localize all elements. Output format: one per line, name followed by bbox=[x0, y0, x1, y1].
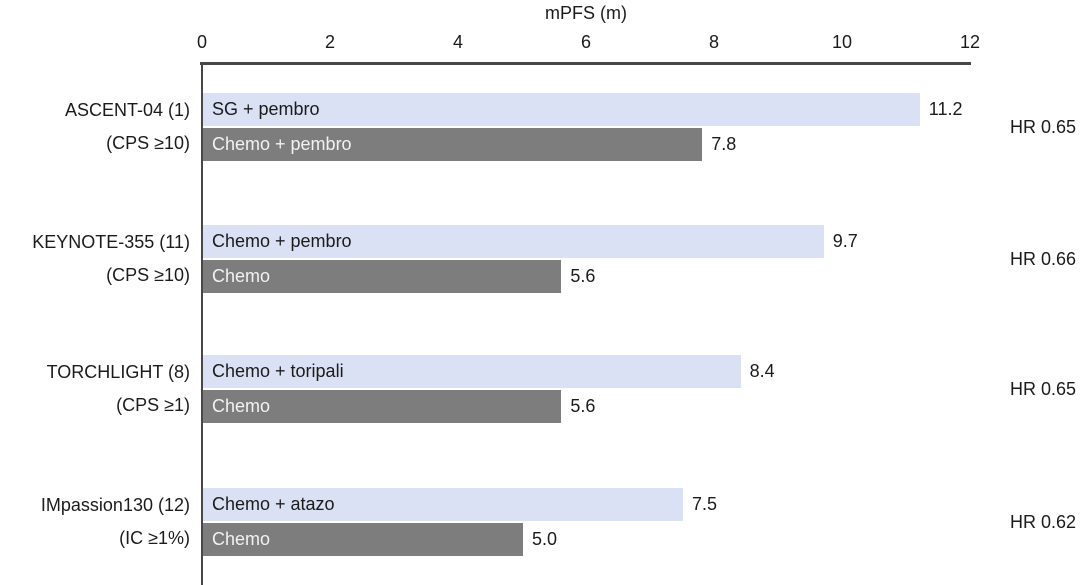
trial-subgroup: (IC ≥1%) bbox=[119, 528, 190, 548]
bar-label: Chemo + atazo bbox=[212, 494, 335, 514]
control-bar: Chemo bbox=[203, 390, 562, 423]
x-axis-ticks: 0 2 4 6 8 10 12 bbox=[0, 32, 1080, 54]
bar-value: 5.6 bbox=[570, 266, 596, 286]
experimental-bar: Chemo + toripali bbox=[203, 355, 741, 388]
bar-value: 8.4 bbox=[749, 361, 775, 381]
trial-group-row: ASCENT-04 (1) (CPS ≥10) SG + pembro 11.2… bbox=[0, 93, 1080, 161]
trial-subgroup: (CPS ≥10) bbox=[106, 133, 190, 153]
hr-label: HR 0.66 bbox=[1009, 248, 1076, 269]
x-axis-tick-label: 6 bbox=[580, 32, 592, 52]
x-axis-line bbox=[200, 62, 971, 65]
trial-group-row: KEYNOTE-355 (11) (CPS ≥10) Chemo + pembr… bbox=[0, 225, 1080, 293]
bar-value: 7.8 bbox=[711, 134, 737, 154]
bar-value: 11.2 bbox=[928, 99, 963, 119]
experimental-bar-slot: SG + pembro 11.2 bbox=[203, 93, 963, 126]
trial-label: IMpassion130 (12) (IC ≥1%) bbox=[0, 488, 190, 556]
experimental-bar: Chemo + atazo bbox=[203, 488, 683, 521]
experimental-bar: SG + pembro bbox=[203, 93, 920, 126]
control-bar-slot: Chemo 5.0 bbox=[203, 523, 557, 556]
trial-label: TORCHLIGHT (8) (CPS ≥1) bbox=[0, 355, 190, 423]
bar-label: Chemo + toripali bbox=[212, 361, 344, 381]
x-axis-tick-label: 4 bbox=[452, 32, 464, 52]
control-bar-slot: Chemo 5.6 bbox=[203, 260, 595, 293]
trial-group-row: TORCHLIGHT (8) (CPS ≥1) Chemo + toripali… bbox=[0, 355, 1080, 423]
y-axis-line bbox=[201, 62, 203, 585]
trial-group-row: IMpassion130 (12) (IC ≥1%) Chemo + atazo… bbox=[0, 488, 1080, 556]
bar-value: 5.6 bbox=[570, 396, 596, 416]
bar-label: Chemo + pembro bbox=[212, 134, 352, 154]
experimental-bar-slot: Chemo + pembro 9.7 bbox=[203, 225, 858, 258]
bar-value: 7.5 bbox=[692, 494, 718, 514]
trial-subgroup: (CPS ≥10) bbox=[106, 265, 190, 285]
bar-value: 9.7 bbox=[832, 231, 858, 251]
hr-label: HR 0.65 bbox=[1009, 116, 1076, 137]
trial-name: ASCENT-04 (1) bbox=[64, 100, 190, 120]
bar-label: Chemo + pembro bbox=[212, 231, 352, 251]
control-bar-slot: Chemo 5.6 bbox=[203, 390, 595, 423]
trial-name: IMpassion130 (12) bbox=[40, 495, 190, 515]
bar-label: Chemo bbox=[212, 529, 271, 549]
control-bar: Chemo bbox=[203, 260, 562, 293]
trial-name: KEYNOTE-355 (11) bbox=[32, 232, 190, 252]
bar-label: Chemo bbox=[212, 396, 271, 416]
trial-label: KEYNOTE-355 (11) (CPS ≥10) bbox=[0, 225, 190, 293]
trial-name: TORCHLIGHT (8) bbox=[46, 362, 190, 382]
bar-label: Chemo bbox=[212, 266, 271, 286]
trial-label: ASCENT-04 (1) (CPS ≥10) bbox=[0, 93, 190, 161]
chart-title: mPFS (m) bbox=[545, 3, 627, 23]
hr-label: HR 0.62 bbox=[1009, 511, 1076, 532]
bar-value: 5.0 bbox=[532, 529, 558, 549]
x-axis-tick-label: 8 bbox=[708, 32, 720, 52]
experimental-bar-slot: Chemo + toripali 8.4 bbox=[203, 355, 775, 388]
x-axis-tick-label: 10 bbox=[831, 32, 853, 52]
x-axis-tick-label: 12 bbox=[959, 32, 981, 52]
trial-subgroup: (CPS ≥1) bbox=[116, 395, 190, 415]
experimental-bar-slot: Chemo + atazo 7.5 bbox=[203, 488, 717, 521]
control-bar-slot: Chemo + pembro 7.8 bbox=[203, 128, 736, 161]
control-bar: Chemo bbox=[203, 523, 523, 556]
bar-label: SG + pembro bbox=[212, 99, 320, 119]
x-axis-tick-label: 2 bbox=[324, 32, 336, 52]
control-bar: Chemo + pembro bbox=[203, 128, 703, 161]
experimental-bar: Chemo + pembro bbox=[203, 225, 824, 258]
x-axis-tick-label: 0 bbox=[196, 32, 208, 52]
hr-label: HR 0.65 bbox=[1009, 378, 1076, 399]
